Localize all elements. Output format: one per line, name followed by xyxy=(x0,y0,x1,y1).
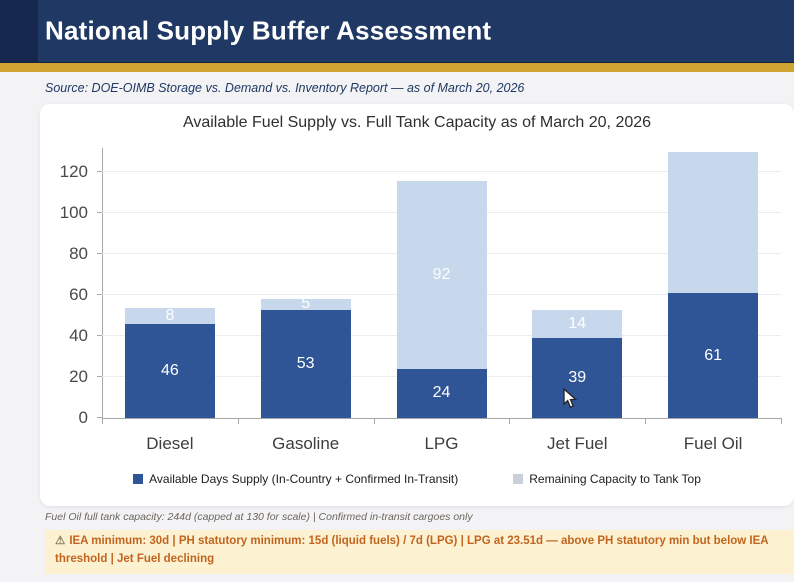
y-tick-label: 20 xyxy=(69,367,88,387)
segment-remaining-lpg: 92 xyxy=(396,180,487,369)
x-tick xyxy=(237,418,239,424)
category-label-jet-fuel: Jet Fuel xyxy=(547,434,608,453)
legend: Available Days Supply (In-Country + Conf… xyxy=(40,472,794,486)
page-title: National Supply Buffer Assessment xyxy=(45,15,492,46)
y-tick-label: 40 xyxy=(69,326,88,346)
segment-available-lpg: 24 xyxy=(396,368,487,418)
segment-remaining-jet-fuel: 14 xyxy=(532,309,623,339)
segment-remaining-gasoline: 5 xyxy=(260,295,351,312)
source-line: Source: DOE-OIMB Storage vs. Demand vs. … xyxy=(45,81,525,95)
legend-item-available: Available Days Supply (In-Country + Conf… xyxy=(133,472,458,486)
warning-banner: ⚠ IEA minimum: 30d | PH statutory minimum… xyxy=(45,530,794,574)
gridline xyxy=(102,171,781,173)
segment-available-fuel-oil: 61 xyxy=(668,293,759,418)
category-label-gasoline: Gasoline xyxy=(272,434,340,453)
y-axis-labels: 0 20 40 60 80 100 120 xyxy=(40,152,94,426)
segment-remaining-diesel: 8 xyxy=(124,307,215,324)
x-tick xyxy=(509,418,511,424)
legend-label: Available Days Supply (In-Country + Conf… xyxy=(149,472,459,486)
segment-available-diesel: 46 xyxy=(124,323,215,418)
chart-panel: Available Fuel Supply vs. Full Tank Capa… xyxy=(40,104,794,506)
y-tick-label: 100 xyxy=(59,203,88,223)
category-label-diesel: Diesel xyxy=(146,434,194,453)
y-tick-label: 120 xyxy=(59,162,88,182)
x-tick xyxy=(645,418,647,424)
legend-swatch xyxy=(513,474,524,484)
y-tick xyxy=(97,376,102,378)
header-accent-square xyxy=(0,0,38,62)
header-bar: National Supply Buffer Assessment xyxy=(0,0,794,62)
gold-divider xyxy=(0,62,794,72)
warning-text: IEA minimum: 30d | PH statutory minimum:… xyxy=(55,535,769,565)
x-axis xyxy=(102,418,781,419)
x-tick xyxy=(102,418,103,424)
legend-label: Remaining Capacity to Tank Top xyxy=(529,472,701,486)
x-tick xyxy=(781,418,782,424)
y-tick-label: 60 xyxy=(69,285,88,305)
segment-available-jet-fuel: 39 xyxy=(532,338,623,418)
y-tick-label: 80 xyxy=(69,244,88,264)
x-tick xyxy=(373,418,375,424)
legend-swatch xyxy=(133,474,144,484)
footnote: Fuel Oil full tank capacity: 244d (cappe… xyxy=(45,511,473,523)
mouse-cursor xyxy=(563,387,578,414)
y-tick xyxy=(97,212,102,214)
x-axis-labels: Diesel Gasoline LPG Jet Fuel Fuel Oil xyxy=(102,434,781,454)
chart-title: Available Fuel Supply vs. Full Tank Capa… xyxy=(182,114,652,131)
y-tick-label: 0 xyxy=(78,408,88,427)
warning-triangle-icon: ⚠ xyxy=(55,535,66,547)
y-tick xyxy=(97,171,102,173)
category-label-lpg: LPG xyxy=(424,434,459,453)
y-tick xyxy=(97,417,102,418)
y-axis xyxy=(102,148,103,418)
segment-remaining-fuel-oil xyxy=(668,152,759,294)
plot-area: 46 8 53 5 24 92 39 14 61 xyxy=(97,152,782,424)
y-tick xyxy=(97,294,102,296)
y-tick xyxy=(97,335,102,337)
legend-item-remaining: Remaining Capacity to Tank Top xyxy=(513,472,701,486)
y-tick xyxy=(97,253,102,255)
segment-available-gasoline: 53 xyxy=(260,309,351,418)
category-label-fuel-oil: Fuel Oil xyxy=(683,434,743,453)
